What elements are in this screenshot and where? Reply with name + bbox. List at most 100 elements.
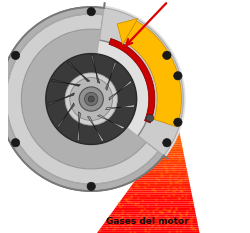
- Circle shape: [166, 169, 167, 171]
- Circle shape: [154, 188, 155, 190]
- Polygon shape: [160, 144, 182, 146]
- Circle shape: [119, 202, 120, 204]
- Circle shape: [147, 210, 148, 212]
- Circle shape: [162, 175, 164, 176]
- Circle shape: [170, 174, 172, 176]
- Circle shape: [168, 142, 169, 144]
- Circle shape: [122, 213, 123, 215]
- Circle shape: [168, 218, 169, 219]
- Polygon shape: [170, 132, 180, 133]
- Wedge shape: [100, 8, 183, 156]
- Polygon shape: [167, 135, 180, 137]
- Circle shape: [153, 210, 154, 212]
- Circle shape: [158, 225, 159, 226]
- Circle shape: [168, 195, 170, 196]
- Circle shape: [181, 148, 183, 149]
- Polygon shape: [172, 128, 179, 130]
- Circle shape: [182, 191, 183, 192]
- Circle shape: [186, 194, 187, 195]
- Circle shape: [173, 190, 174, 192]
- Circle shape: [178, 161, 180, 162]
- Polygon shape: [118, 202, 194, 203]
- Circle shape: [182, 215, 183, 217]
- Circle shape: [150, 162, 152, 164]
- Circle shape: [168, 218, 170, 219]
- Circle shape: [195, 230, 196, 231]
- Circle shape: [164, 166, 166, 167]
- Circle shape: [170, 141, 171, 142]
- Circle shape: [178, 156, 180, 158]
- Circle shape: [175, 132, 176, 133]
- Polygon shape: [161, 143, 182, 144]
- Circle shape: [140, 174, 142, 176]
- Circle shape: [120, 219, 121, 220]
- Polygon shape: [145, 165, 186, 167]
- Polygon shape: [130, 185, 190, 187]
- Polygon shape: [168, 133, 180, 135]
- Circle shape: [110, 217, 112, 218]
- Circle shape: [156, 178, 158, 179]
- Circle shape: [166, 224, 168, 226]
- Polygon shape: [98, 115, 124, 129]
- Circle shape: [163, 51, 171, 59]
- Circle shape: [144, 172, 146, 173]
- Circle shape: [147, 205, 149, 206]
- Circle shape: [166, 168, 167, 169]
- Circle shape: [134, 232, 136, 233]
- Circle shape: [135, 186, 136, 187]
- Polygon shape: [176, 122, 178, 124]
- Polygon shape: [142, 168, 187, 170]
- Circle shape: [174, 148, 176, 150]
- Circle shape: [159, 211, 160, 212]
- Circle shape: [148, 184, 150, 185]
- Circle shape: [143, 214, 145, 216]
- Circle shape: [168, 186, 169, 187]
- Circle shape: [114, 225, 116, 227]
- Circle shape: [184, 168, 186, 170]
- Circle shape: [173, 194, 175, 196]
- Circle shape: [142, 206, 143, 207]
- Circle shape: [179, 172, 180, 174]
- Circle shape: [65, 73, 117, 125]
- Polygon shape: [102, 224, 198, 226]
- Circle shape: [194, 228, 195, 229]
- Circle shape: [184, 188, 185, 189]
- Circle shape: [180, 190, 182, 192]
- Circle shape: [149, 228, 151, 230]
- Polygon shape: [117, 203, 194, 205]
- Circle shape: [163, 209, 164, 210]
- Circle shape: [168, 161, 170, 162]
- Circle shape: [129, 228, 130, 229]
- Circle shape: [180, 180, 181, 182]
- Circle shape: [122, 225, 124, 226]
- Polygon shape: [57, 103, 74, 128]
- Circle shape: [122, 216, 123, 218]
- Circle shape: [167, 170, 168, 172]
- Circle shape: [158, 162, 160, 163]
- Polygon shape: [140, 172, 188, 174]
- Circle shape: [110, 223, 111, 225]
- Circle shape: [169, 138, 170, 140]
- Circle shape: [138, 186, 140, 188]
- Circle shape: [182, 220, 184, 221]
- Circle shape: [109, 216, 110, 217]
- Polygon shape: [153, 154, 184, 156]
- Circle shape: [88, 96, 94, 102]
- Circle shape: [146, 217, 148, 218]
- Circle shape: [166, 172, 167, 173]
- Circle shape: [128, 202, 129, 203]
- Circle shape: [189, 221, 190, 222]
- Circle shape: [160, 147, 162, 149]
- Circle shape: [187, 210, 188, 212]
- Circle shape: [164, 162, 166, 164]
- Polygon shape: [52, 79, 80, 86]
- Polygon shape: [124, 21, 182, 127]
- Circle shape: [129, 201, 130, 203]
- Circle shape: [179, 212, 180, 214]
- Polygon shape: [163, 141, 182, 143]
- Circle shape: [159, 222, 160, 223]
- Circle shape: [161, 221, 163, 223]
- Circle shape: [111, 226, 112, 227]
- Polygon shape: [112, 211, 196, 213]
- Circle shape: [162, 187, 164, 189]
